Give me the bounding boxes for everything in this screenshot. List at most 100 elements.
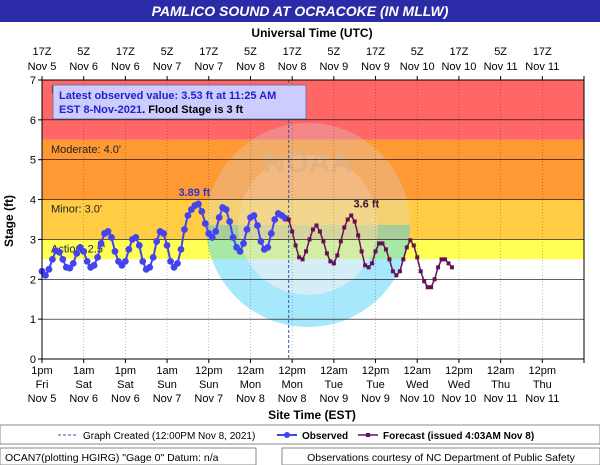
- latest-value-box: Latest observed value: 3.53 ft at 11:25 …: [52, 84, 307, 120]
- forecast-point: [366, 265, 371, 270]
- bottom-tick-time: 12am: [487, 365, 515, 377]
- observed-point: [97, 240, 105, 247]
- bottom-tick-date: Nov 7: [194, 393, 223, 405]
- legend: Graph Created (12:00PM Nov 8, 2021) Obse…: [0, 424, 600, 445]
- observed-point: [49, 255, 56, 263]
- observed-point: [229, 234, 237, 241]
- bottom-tick-date: Nov 6: [69, 393, 98, 405]
- top-tick-date: Nov 11: [525, 61, 559, 73]
- legend-forecast-swatch: [358, 433, 378, 437]
- forecast-point: [297, 255, 302, 260]
- top-tick-label: 17Z: [366, 46, 385, 58]
- observed-point: [146, 263, 154, 271]
- bottom-axis-ticks: 1pm Fri Nov 5 1am Sat Nov 6 1pm Sat Nov 6 1am Sun N…: [28, 359, 585, 405]
- forecast-point: [317, 229, 322, 234]
- peak-label: 3.89 ft: [178, 187, 210, 199]
- observed-point: [83, 257, 91, 265]
- band-label-moderate: Moderate: 4.0': [51, 144, 121, 156]
- forecast-point: [324, 251, 329, 256]
- observed-point: [181, 226, 188, 233]
- top-tick-date: Nov 9: [319, 61, 348, 73]
- plot-frame: [41, 79, 585, 360]
- forecast-point: [422, 279, 427, 284]
- y-tick-label: 5: [30, 155, 36, 167]
- observed-point: [108, 234, 115, 241]
- observed-point: [257, 238, 265, 245]
- forecast-point: [328, 259, 333, 264]
- top-tick-date: Nov 10: [441, 61, 476, 73]
- bottom-tick-time: 12pm: [362, 365, 390, 377]
- forecast-point: [311, 227, 315, 232]
- observed-point: [59, 255, 67, 263]
- bottom-tick-day: Sat: [117, 379, 134, 391]
- bottom-axis-title: Site Time (EST): [268, 408, 356, 422]
- forecast-point: [363, 263, 368, 268]
- bottom-tick-day: Tue: [366, 379, 385, 391]
- bottom-tick-day: Wed: [448, 379, 470, 391]
- peak-label: 3.6 ft: [353, 199, 379, 211]
- chart-title: PAMLICO SOUND AT OCRACOKE (IN MLLW): [152, 3, 449, 19]
- observed-point: [236, 247, 244, 255]
- forecast-point: [286, 217, 291, 222]
- forecast-point: [293, 243, 298, 248]
- top-tick-date: Nov 6: [69, 61, 98, 73]
- noaa-logo-inner: [238, 155, 378, 295]
- forecast-point: [404, 245, 409, 250]
- forecast-point: [342, 225, 347, 230]
- bottom-tick-time: 1am: [156, 365, 177, 377]
- observed-point: [177, 245, 185, 253]
- forecast-point: [387, 257, 392, 262]
- band-normal: [42, 259, 584, 359]
- peak-annotations: 3.89 ft 3.6 ft: [178, 187, 379, 211]
- observed-point: [69, 259, 77, 267]
- observed-point: [149, 253, 157, 261]
- observed-point: [73, 249, 81, 257]
- forecast-point: [394, 273, 399, 278]
- noaa-logo-lower-half: [206, 225, 410, 327]
- top-tick-date: Nov 8: [236, 61, 265, 73]
- forecast-point: [415, 255, 420, 260]
- bottom-tick-time: 1am: [73, 365, 94, 377]
- forecast-point: [314, 223, 319, 228]
- observed-point: [139, 257, 147, 265]
- forecast-point: [439, 257, 444, 262]
- top-tick-date: Nov 7: [194, 61, 223, 73]
- bottom-tick-date: Nov 9: [319, 393, 348, 405]
- noaa-logo-ring: [206, 123, 410, 327]
- forecast-point: [373, 249, 378, 254]
- top-tick-date: Nov 11: [484, 61, 518, 73]
- forecast-point: [425, 285, 430, 290]
- bottom-tick-time: 12am: [403, 365, 431, 377]
- forecast-point: [359, 249, 364, 254]
- forecast-point: [356, 233, 361, 238]
- y-tick-label: 1: [30, 314, 36, 326]
- observed-point: [250, 212, 258, 219]
- forecast-point: [307, 237, 312, 242]
- forecast-point: [408, 238, 413, 243]
- observed-point: [184, 212, 192, 219]
- y-tick-label: 7: [30, 75, 36, 87]
- y-tick-label: 6: [30, 115, 36, 127]
- forecast-point: [390, 269, 395, 274]
- bottom-tick-date: Nov 8: [278, 393, 307, 405]
- noaa-logo-text: NOAA: [264, 146, 352, 179]
- forecast-point: [401, 257, 406, 262]
- observed-point: [212, 228, 220, 235]
- y-tick-label: 4: [30, 195, 36, 207]
- data-courtesy: Observations courtesy of NC Department o…: [307, 452, 576, 464]
- band-moderate: [42, 139, 584, 200]
- band-action: [42, 239, 584, 260]
- bottom-tick-date: Nov 9: [361, 393, 390, 405]
- bottom-tick-day: Sun: [157, 379, 177, 391]
- top-tick-label: 5Z: [244, 46, 257, 58]
- bottom-tick-date: Nov 10: [441, 393, 476, 405]
- forecast-point: [345, 217, 350, 222]
- svg-text:EST 8-Nov-2021. Flood Stage is: EST 8-Nov-2021. Flood Stage is 3 ft: [59, 104, 243, 116]
- observed-point: [160, 230, 168, 237]
- forecast-point: [335, 253, 340, 258]
- bottom-tick-day: Mon: [240, 379, 261, 391]
- observed-point: [240, 240, 247, 247]
- title-bar: [0, 0, 600, 22]
- top-tick-label: 5Z: [161, 46, 174, 58]
